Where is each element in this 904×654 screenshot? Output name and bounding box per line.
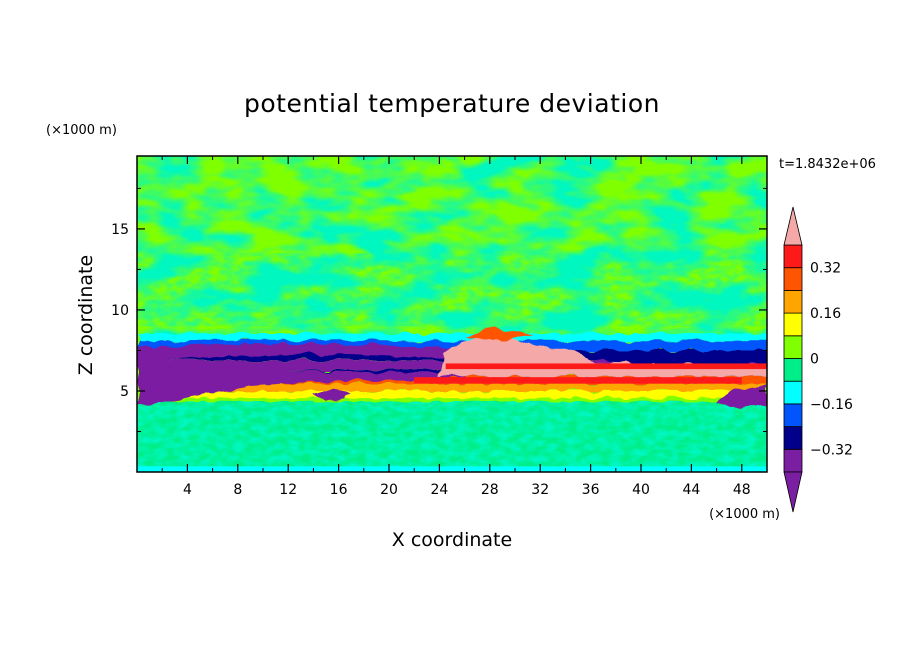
- x-tick-label-48: 48: [733, 482, 751, 498]
- colorbar-tick-label: 0.32: [810, 261, 841, 277]
- x-axis-title: X coordinate: [392, 529, 512, 551]
- field-layer-8: [137, 398, 767, 402]
- colorbar-swatch-0: [783, 448, 803, 473]
- y-tick-label-15: 15: [111, 222, 129, 238]
- colorbar-over-triangle: [783, 206, 803, 246]
- colorbar-tick-label: 0: [810, 352, 819, 368]
- field-layer-7: [137, 390, 767, 399]
- colorbar-under-triangle: [783, 471, 803, 513]
- x-tick-label-12: 12: [279, 482, 297, 498]
- x-tick-label-36: 36: [582, 482, 600, 498]
- x-tick-label-24: 24: [430, 482, 448, 498]
- x-tick-label-28: 28: [481, 482, 499, 498]
- colorbar-tick-label: 0.16: [810, 306, 841, 322]
- colorbar-swatch-5: [783, 335, 803, 359]
- field-cold-pool-right: [716, 384, 767, 408]
- plot-frame: [136, 155, 768, 473]
- y-unit-label: (×1000 m): [46, 123, 117, 138]
- y-axis-title: Z coordinate: [75, 255, 97, 375]
- time-label: t=1.8432e+06: [779, 157, 876, 172]
- colorbar: 0.32 0.16 0 −0.16 −0.32: [783, 206, 853, 513]
- colorbar-swatch-6: [783, 312, 803, 337]
- chart-title: potential temperature deviation: [244, 89, 660, 118]
- field-surface-row: [137, 466, 767, 472]
- x-tick-label-20: 20: [380, 482, 398, 498]
- field-warm-cap: [464, 327, 534, 340]
- x-unit-label: (×1000 m): [709, 507, 780, 522]
- field-warm-stripe-upper: [445, 363, 767, 370]
- x-tick-label-40: 40: [632, 482, 650, 498]
- colorbar-tick-label: −0.32: [810, 442, 853, 458]
- contour-field: [137, 156, 767, 472]
- field-upper-texture: [137, 253, 767, 327]
- field-cold-band-right: [590, 353, 767, 365]
- field-cold-band-left: [137, 344, 478, 364]
- field-layer-0: [137, 333, 767, 341]
- y-tick-label-10: 10: [111, 303, 129, 319]
- x-tick-label-4: 4: [183, 482, 192, 498]
- colorbar-swatch-2: [783, 403, 803, 427]
- field-cold-cell-mid: [313, 389, 352, 401]
- x-tick-label-16: 16: [330, 482, 348, 498]
- field-layer-1: [137, 340, 767, 351]
- y-tick-label-5: 5: [120, 384, 129, 400]
- y-axis: 5 10 15: [111, 187, 767, 432]
- colorbar-swatch-4: [783, 358, 803, 382]
- field-cold-pool-left: [137, 360, 465, 406]
- colorbar-swatch-1: [783, 426, 803, 450]
- x-tick-label-8: 8: [233, 482, 242, 498]
- field-layer-6: [137, 383, 767, 391]
- colorbar-swatch-7: [783, 289, 803, 314]
- colorbar-swatch-3: [783, 380, 803, 405]
- x-tick-label-32: 32: [531, 482, 549, 498]
- field-warm-stripe-lower: [414, 377, 742, 384]
- colorbar-swatch-8: [783, 267, 803, 291]
- colorbar-tick-label: −0.16: [810, 397, 853, 413]
- colorbar-swatch-9: [783, 244, 803, 269]
- field-lower-layer-texture: [137, 400, 767, 468]
- x-axis: 4 8 12 16 20 24 28 32 36 40 44 48: [161, 156, 751, 498]
- x-tick-label-44: 44: [682, 482, 700, 498]
